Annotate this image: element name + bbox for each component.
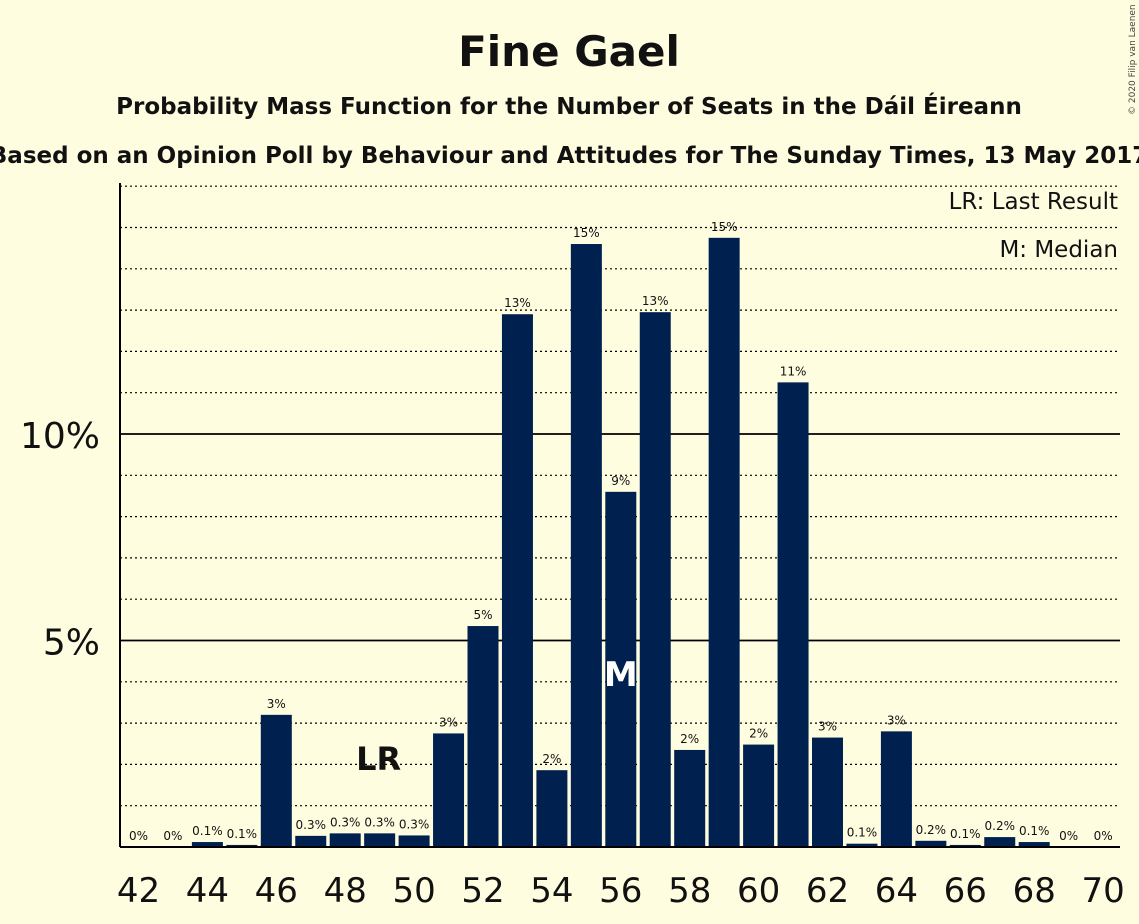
bar-value-label: 0.3% <box>364 815 395 829</box>
bar-value-label: 9% <box>611 474 630 488</box>
x-tick-label: 52 <box>461 871 504 911</box>
bar-seat-60 <box>743 744 775 847</box>
bar-value-label: 2% <box>680 732 699 746</box>
x-tick-label: 54 <box>530 871 573 911</box>
bar-value-label: 0% <box>129 829 148 843</box>
bar-seat-66 <box>949 844 981 847</box>
chart-subtitle: Probability Mass Function for the Number… <box>116 92 1022 120</box>
bar-value-label: 13% <box>504 296 531 310</box>
y-tick-label: 10% <box>20 416 100 457</box>
bar-seat-50 <box>398 835 430 847</box>
bar-seat-48 <box>329 833 361 847</box>
bar-value-label: 3% <box>818 720 837 734</box>
chart-subtitle-poll: Based on an Opinion Poll by Behaviour an… <box>0 143 1139 169</box>
bar-seat-67 <box>984 837 1016 847</box>
bar-seat-68 <box>1018 842 1050 847</box>
bar-seat-54 <box>536 770 568 847</box>
x-tick-label: 68 <box>1013 871 1056 911</box>
x-tick-label: 48 <box>324 871 367 911</box>
bars: 0% 0% 0.1% 0.1%3%0.3% 0.3% 0.3%LR0.3%3%5%13%2… <box>129 220 1113 848</box>
bar-seat-45 <box>226 844 258 847</box>
copyright-notice: © 2020 Filip van Laenen <box>1128 4 1138 115</box>
bar-seat-47 <box>295 835 327 847</box>
bar-seat-53 <box>501 314 533 848</box>
bar-seat-56 <box>605 491 637 847</box>
bar-value-label: 0.3% <box>296 818 327 832</box>
bar-value-label: 0.2% <box>916 823 947 837</box>
last-result-marker: LR <box>356 740 401 778</box>
bar-value-label: 11% <box>780 364 807 378</box>
bar-value-label: 3% <box>267 697 286 711</box>
bar-value-label: 15% <box>711 220 738 234</box>
x-tick-label: 42 <box>117 871 160 911</box>
bar-value-label: 2% <box>749 727 768 741</box>
bar-value-label: 0% <box>1059 829 1078 843</box>
bar-seat-62 <box>812 737 843 847</box>
x-tick-label: 66 <box>944 871 987 911</box>
bar-value-label: 0% <box>163 829 182 843</box>
bar-value-label: 15% <box>573 226 600 240</box>
x-tick-label: 70 <box>1081 871 1124 911</box>
chart-title: Fine Gael <box>458 27 680 76</box>
bar-seat-55 <box>570 244 602 847</box>
bar-value-label: 5% <box>473 608 492 622</box>
bar-seat-64 <box>880 731 912 847</box>
bar-seat-44 <box>191 842 223 847</box>
bar-value-label: 3% <box>439 715 458 729</box>
bar-value-label: 0.3% <box>399 817 430 831</box>
bar-seat-63 <box>846 843 878 847</box>
median-marker: M <box>604 655 638 695</box>
x-tick-label: 50 <box>392 871 435 911</box>
y-tick-label: 5% <box>43 623 100 664</box>
x-tick-label: 44 <box>186 871 229 911</box>
bar-seat-57 <box>639 312 671 847</box>
bar-value-label: 2% <box>542 752 561 766</box>
bar-seat-46 <box>260 714 292 847</box>
x-tick-label: 62 <box>806 871 849 911</box>
bar-value-label: 0.1% <box>950 827 981 841</box>
bar-value-label: 0.1% <box>1019 824 1050 838</box>
x-tick-label: 46 <box>255 871 298 911</box>
bar-seat-65 <box>915 840 947 847</box>
x-tick-label: 64 <box>875 871 918 911</box>
bar-value-label: 13% <box>642 294 669 308</box>
bar-seat-49 <box>364 833 396 847</box>
bar-value-label: 0.3% <box>330 815 361 829</box>
bar-seat-59 <box>708 237 740 847</box>
axes: 5% 10% 42 44 46 48 50 52 54 56 58 60 62 64 66 68 70 <box>20 183 1125 911</box>
bar-seat-52 <box>467 626 499 847</box>
bar-value-label: 0.1% <box>192 824 223 838</box>
bar-value-label: 0.1% <box>227 827 258 841</box>
bar-value-label: 0.2% <box>985 819 1016 833</box>
bar-seat-61 <box>777 382 809 847</box>
legend-median: M: Median <box>999 237 1118 263</box>
x-tick-label: 60 <box>737 871 780 911</box>
bar-value-label: 0% <box>1094 829 1113 843</box>
bar-seat-51 <box>433 733 465 847</box>
bar-seat-58 <box>674 749 706 847</box>
x-tick-label: 56 <box>599 871 642 911</box>
bar-value-label: 3% <box>887 713 906 727</box>
x-tick-label: 58 <box>668 871 711 911</box>
bar-value-label: 0.1% <box>847 826 878 840</box>
legend-last-result: LR: Last Result <box>949 189 1118 215</box>
